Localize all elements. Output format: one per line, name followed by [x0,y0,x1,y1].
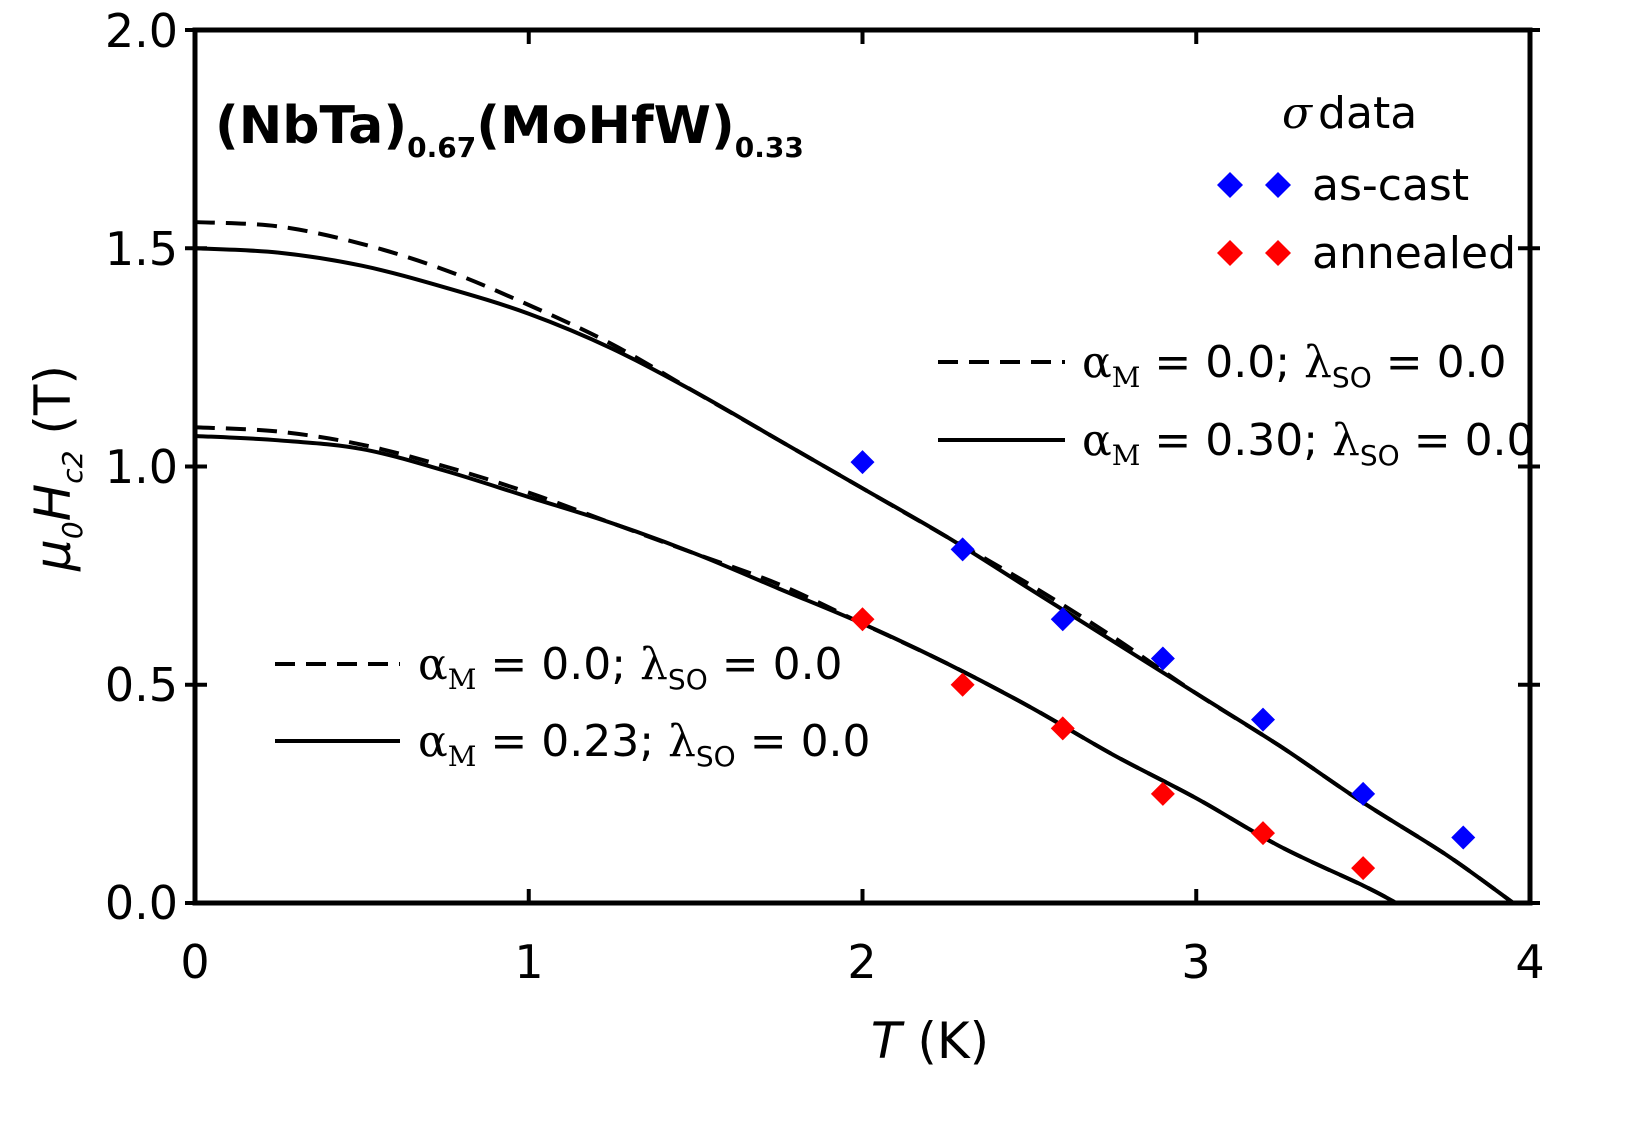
y-tick-label: 1.0 [105,440,178,494]
x-tick-labels: 0 1 2 3 4 [180,935,1544,989]
y-tick-label: 0.5 [105,658,178,712]
data-point-as-cast [1451,825,1476,850]
fit-legend-label: αM = 0.0; λSO = 0.0 [418,639,843,696]
x-axis-unit: (K) [901,1012,989,1070]
x-tick-label: 3 [1181,935,1210,989]
fit-legend-label: αM = 0.30; λSO = 0.0 [1082,415,1535,472]
data-point-annealed [950,672,975,697]
fit-legend-label: αM = 0.23; λSO = 0.0 [418,716,871,773]
fit-legend-upper: αM = 0.0; λSO = 0.0 αM = 0.30; λSO = 0.0 [938,337,1535,472]
x-tick-label: 2 [847,935,876,989]
chart-title: (NbTa)0.67(MoHfW)0.33 [215,96,804,164]
legend-swatch-as-cast [1217,172,1243,198]
y-axis-title: μ0Hc2 (T) [24,365,89,572]
legend-header-text: data [1318,88,1417,139]
title-part: (MoHfW) [476,96,735,156]
data-point-as-cast [1150,646,1175,671]
data-point-annealed [850,607,875,632]
x-axis-title: T (K) [871,1012,989,1070]
y-tick-label: 1.5 [105,222,178,276]
fit-legend-label: αM = 0.0; λSO = 0.0 [1082,337,1507,394]
legend-swatches [1217,172,1291,266]
y-axis-h-sub: c2 [56,450,89,483]
data-point-as-cast [1050,607,1075,632]
legend-swatch-annealed [1265,240,1291,266]
fit-curve-lower-solid [194,433,1398,905]
data-point-annealed [1150,781,1175,806]
fit-alpha-value: 0.0 [1205,337,1275,388]
x-tick-label: 4 [1515,935,1544,989]
x-axis-var: T [871,1012,905,1070]
data-markers [850,450,1476,881]
x-tick-label: 0 [180,935,209,989]
fit-lambda-value: 0.0 [801,716,871,767]
legend-header: σ data [1282,88,1417,139]
fit-curves [194,220,1515,905]
legend-label-annealed: annealed [1312,228,1516,279]
title-sub: 0.33 [735,131,804,164]
y-axis-unit: (T) [24,365,82,450]
data-point-as-cast [1251,707,1275,732]
fit-legend-lower: αM = 0.0; λSO = 0.0 αM = 0.23; λSO = 0.0 [275,639,871,773]
x-tick-label: 1 [514,935,543,989]
axis-ticks [185,28,1540,905]
title-part: (NbTa) [215,96,407,156]
data-point-as-cast [1351,781,1376,806]
y-tick-labels: 0.0 0.5 1.0 1.5 2.0 [105,4,178,930]
y-axis-mu-sub: 0 [56,521,89,539]
fit-lambda-value: 0.0 [773,639,843,690]
marker-legend: σ data as-cast annealed [1217,88,1516,279]
y-axis-mu: μ [24,539,82,572]
fit-alpha-value: 0.30 [1205,415,1303,466]
title-sub: 0.67 [407,131,476,164]
fit-alpha-value: 0.0 [541,639,611,690]
data-point-as-cast [850,450,875,475]
data-point-annealed [1050,716,1075,741]
fit-curve-upper-solid [194,246,1515,905]
y-tick-label: 2.0 [105,4,178,58]
data-point-annealed [1351,856,1376,881]
fit-lambda-value: 0.0 [1465,415,1535,466]
fit-curve-upper-dashed [194,220,1515,905]
y-axis-h: H [24,484,82,522]
data-point-as-cast [950,537,975,562]
data-point-annealed [1251,821,1275,846]
fit-alpha-value: 0.23 [541,716,639,767]
legend-label-as-cast: as-cast [1312,160,1469,211]
legend-header-sigma: σ [1282,88,1314,139]
legend-swatch-annealed [1217,240,1243,266]
fit-lambda-value: 0.0 [1437,337,1507,388]
legend-swatch-as-cast [1265,172,1291,198]
y-tick-label: 0.0 [105,876,178,930]
